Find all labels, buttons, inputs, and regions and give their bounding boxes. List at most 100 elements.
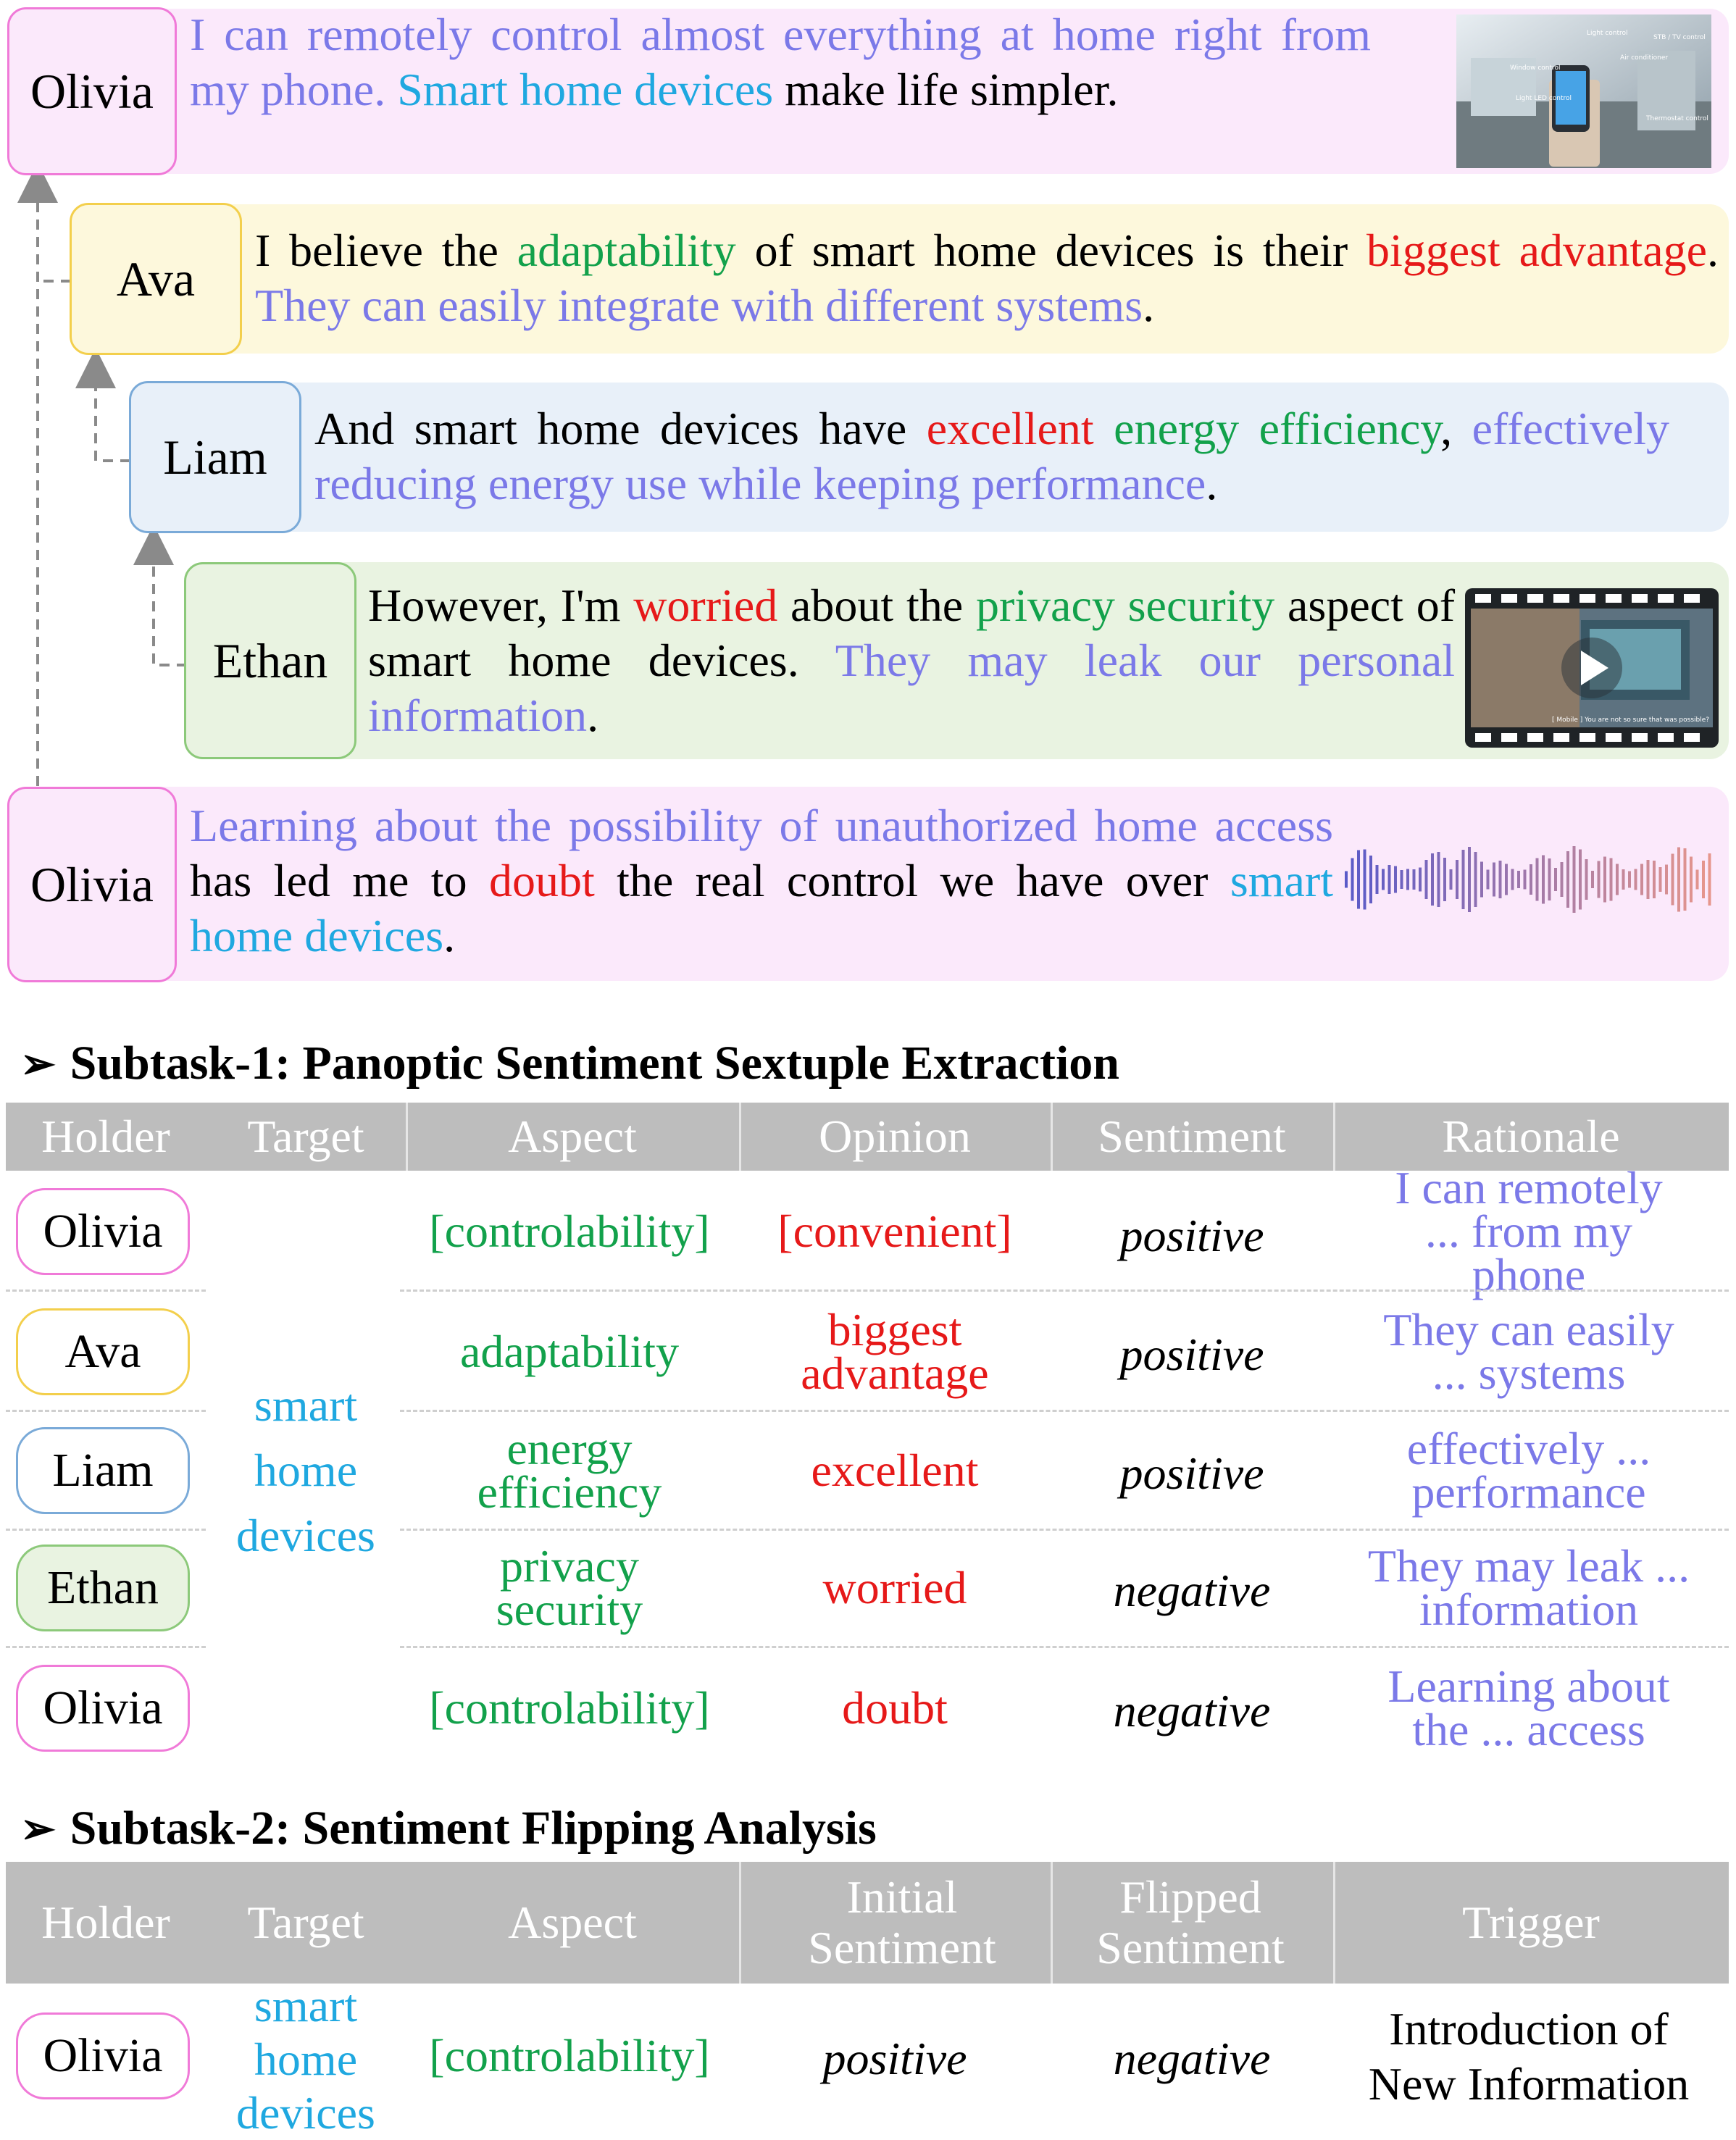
- opinion-cell: excellent: [811, 1445, 979, 1496]
- waveform-bar: [1456, 860, 1459, 899]
- waveform-bar: [1443, 858, 1446, 901]
- aspect-cell: adaptability: [459, 1326, 680, 1377]
- speaker-name: Liam: [163, 429, 267, 485]
- sentiment-cell: negative: [1113, 1565, 1271, 1616]
- connector-liam-to-ava: [75, 348, 130, 462]
- header-divider: [1051, 1862, 1053, 1984]
- waveform-bar: [1609, 858, 1613, 901]
- holder-olivia: Olivia: [16, 1188, 190, 1275]
- header-divider: [739, 1862, 741, 1984]
- waveform-bar: [1646, 860, 1650, 899]
- media-label: Air conditioner: [1620, 54, 1668, 62]
- waveform-bar: [1431, 853, 1434, 906]
- opinion-cell: worried: [822, 1562, 967, 1613]
- audio-waveform: [1345, 846, 1711, 913]
- media-label: Thermostat control: [1645, 115, 1708, 122]
- arrow-icon: ➢: [20, 1040, 56, 1087]
- subtask2-title: ➢ Subtask-2: Sentiment Flipping Analysis: [20, 1801, 877, 1856]
- waveform-bar: [1394, 866, 1397, 893]
- waveform-bar: [1486, 869, 1490, 890]
- sentiment-cell: negative: [1113, 1685, 1271, 1736]
- header-target: Target: [247, 1897, 364, 1948]
- header-trigger: Trigger: [1462, 1897, 1600, 1948]
- waveform-bar: [1622, 869, 1625, 890]
- header-sentiment: Sentiment: [1098, 1111, 1286, 1162]
- subtask1-title: ➢ Subtask-1: Panoptic Sentiment Sextuple…: [20, 1036, 1119, 1091]
- media-label: Light control: [1587, 30, 1628, 37]
- waveform-bar: [1523, 869, 1527, 890]
- waveform-bar: [1535, 858, 1539, 901]
- waveform-bar: [1634, 869, 1637, 890]
- waveform-bar: [1566, 851, 1569, 908]
- waveform-bar: [1554, 868, 1557, 891]
- aspect-cell: energy efficiency: [477, 1423, 662, 1518]
- aspect-cell: [controlability]: [429, 1682, 710, 1734]
- arrow-icon: ➢: [20, 1805, 56, 1852]
- speaker-olivia-2: Olivia: [7, 787, 177, 982]
- waveform-bar: [1406, 869, 1409, 890]
- subtask1-target: smart home devices: [236, 1379, 375, 1561]
- header-holder: Holder: [41, 1111, 170, 1162]
- waveform-bar: [1345, 871, 1348, 888]
- utterance-liam: And smart home devices have excellent en…: [314, 403, 1670, 509]
- waveform-bar: [1579, 849, 1582, 910]
- speaker-name: Ethan: [212, 632, 328, 688]
- row-divider: [400, 1290, 1729, 1292]
- utterance-bg-ava: [70, 204, 1729, 354]
- waveform-bar: [1363, 849, 1366, 910]
- subtask2-target: smart home devices: [236, 1980, 375, 2139]
- speaker-name: Olivia: [30, 856, 154, 912]
- waveform-bar: [1677, 847, 1680, 912]
- rationale-cell: They can easily ... systems: [1383, 1304, 1674, 1399]
- speaker-name: Olivia: [30, 63, 154, 119]
- header-divider: [1333, 1862, 1335, 1984]
- waveform-bar: [1461, 850, 1465, 909]
- waveform-bar: [1493, 862, 1495, 897]
- waveform-bar: [1702, 861, 1705, 898]
- aspect-cell: privacy security: [496, 1540, 643, 1635]
- holder-liam: Liam: [16, 1427, 190, 1514]
- waveform-bar: [1671, 853, 1674, 906]
- speaker-liam: Liam: [129, 381, 301, 533]
- rationale-cell: I can remotely ... from my phone: [1395, 1162, 1663, 1300]
- waveform-bar: [1357, 850, 1360, 909]
- row-divider: [6, 1646, 206, 1648]
- waveform-bar: [1517, 871, 1520, 888]
- utterance-olivia-2: Learning about the possibility of unauth…: [190, 800, 1334, 961]
- waveform-bar: [1369, 856, 1372, 903]
- waveform-bar: [1511, 869, 1514, 890]
- aspect-cell: [controlability]: [429, 1205, 710, 1257]
- trigger-cell: Introduction of New Information: [1368, 2003, 1690, 2110]
- header-aspect: Aspect: [508, 1897, 637, 1948]
- subtask1-header: Holder Target Aspect Opinion Sentiment R…: [6, 1103, 1729, 1171]
- opinion-cell: biggest advantage: [801, 1304, 989, 1399]
- sentiment-cell: positive: [1119, 1447, 1264, 1499]
- holder-olivia: Olivia: [16, 2012, 190, 2099]
- utterance-ava: I believe the adaptability of smart home…: [255, 225, 1719, 331]
- waveform-bar: [1640, 864, 1643, 895]
- row-divider: [400, 1529, 1729, 1531]
- reply-connectors: [17, 162, 187, 786]
- row-divider: [400, 1646, 1729, 1648]
- waveform-bar: [1382, 869, 1385, 890]
- subtask2-title-text: Subtask-2: Sentiment Flipping Analysis: [70, 1802, 877, 1855]
- waveform-bar: [1591, 871, 1594, 888]
- media-label: STB / TV control: [1653, 34, 1706, 41]
- media-label: Light LED control: [1516, 95, 1572, 102]
- waveform-bar: [1449, 869, 1453, 890]
- header-initial-sentiment: Initial Sentiment: [808, 1871, 996, 1973]
- header-divider: [406, 1103, 408, 1171]
- rationale-cell: They may leak ... information: [1367, 1540, 1690, 1635]
- waveform-bar: [1542, 855, 1545, 904]
- waveform-bar: [1498, 861, 1502, 898]
- header-aspect: Aspect: [508, 1111, 637, 1162]
- sentiment-cell: positive: [1119, 1210, 1264, 1261]
- sentiment-cell: positive: [1119, 1329, 1264, 1380]
- header-divider: [1051, 1103, 1053, 1171]
- waveform-bar: [1505, 864, 1508, 895]
- utterance-bg-liam: [129, 383, 1729, 532]
- waveform-bar: [1695, 869, 1699, 890]
- waveform-bar: [1351, 858, 1354, 901]
- waveform-bar: [1603, 856, 1606, 903]
- waveform-bar: [1616, 864, 1619, 895]
